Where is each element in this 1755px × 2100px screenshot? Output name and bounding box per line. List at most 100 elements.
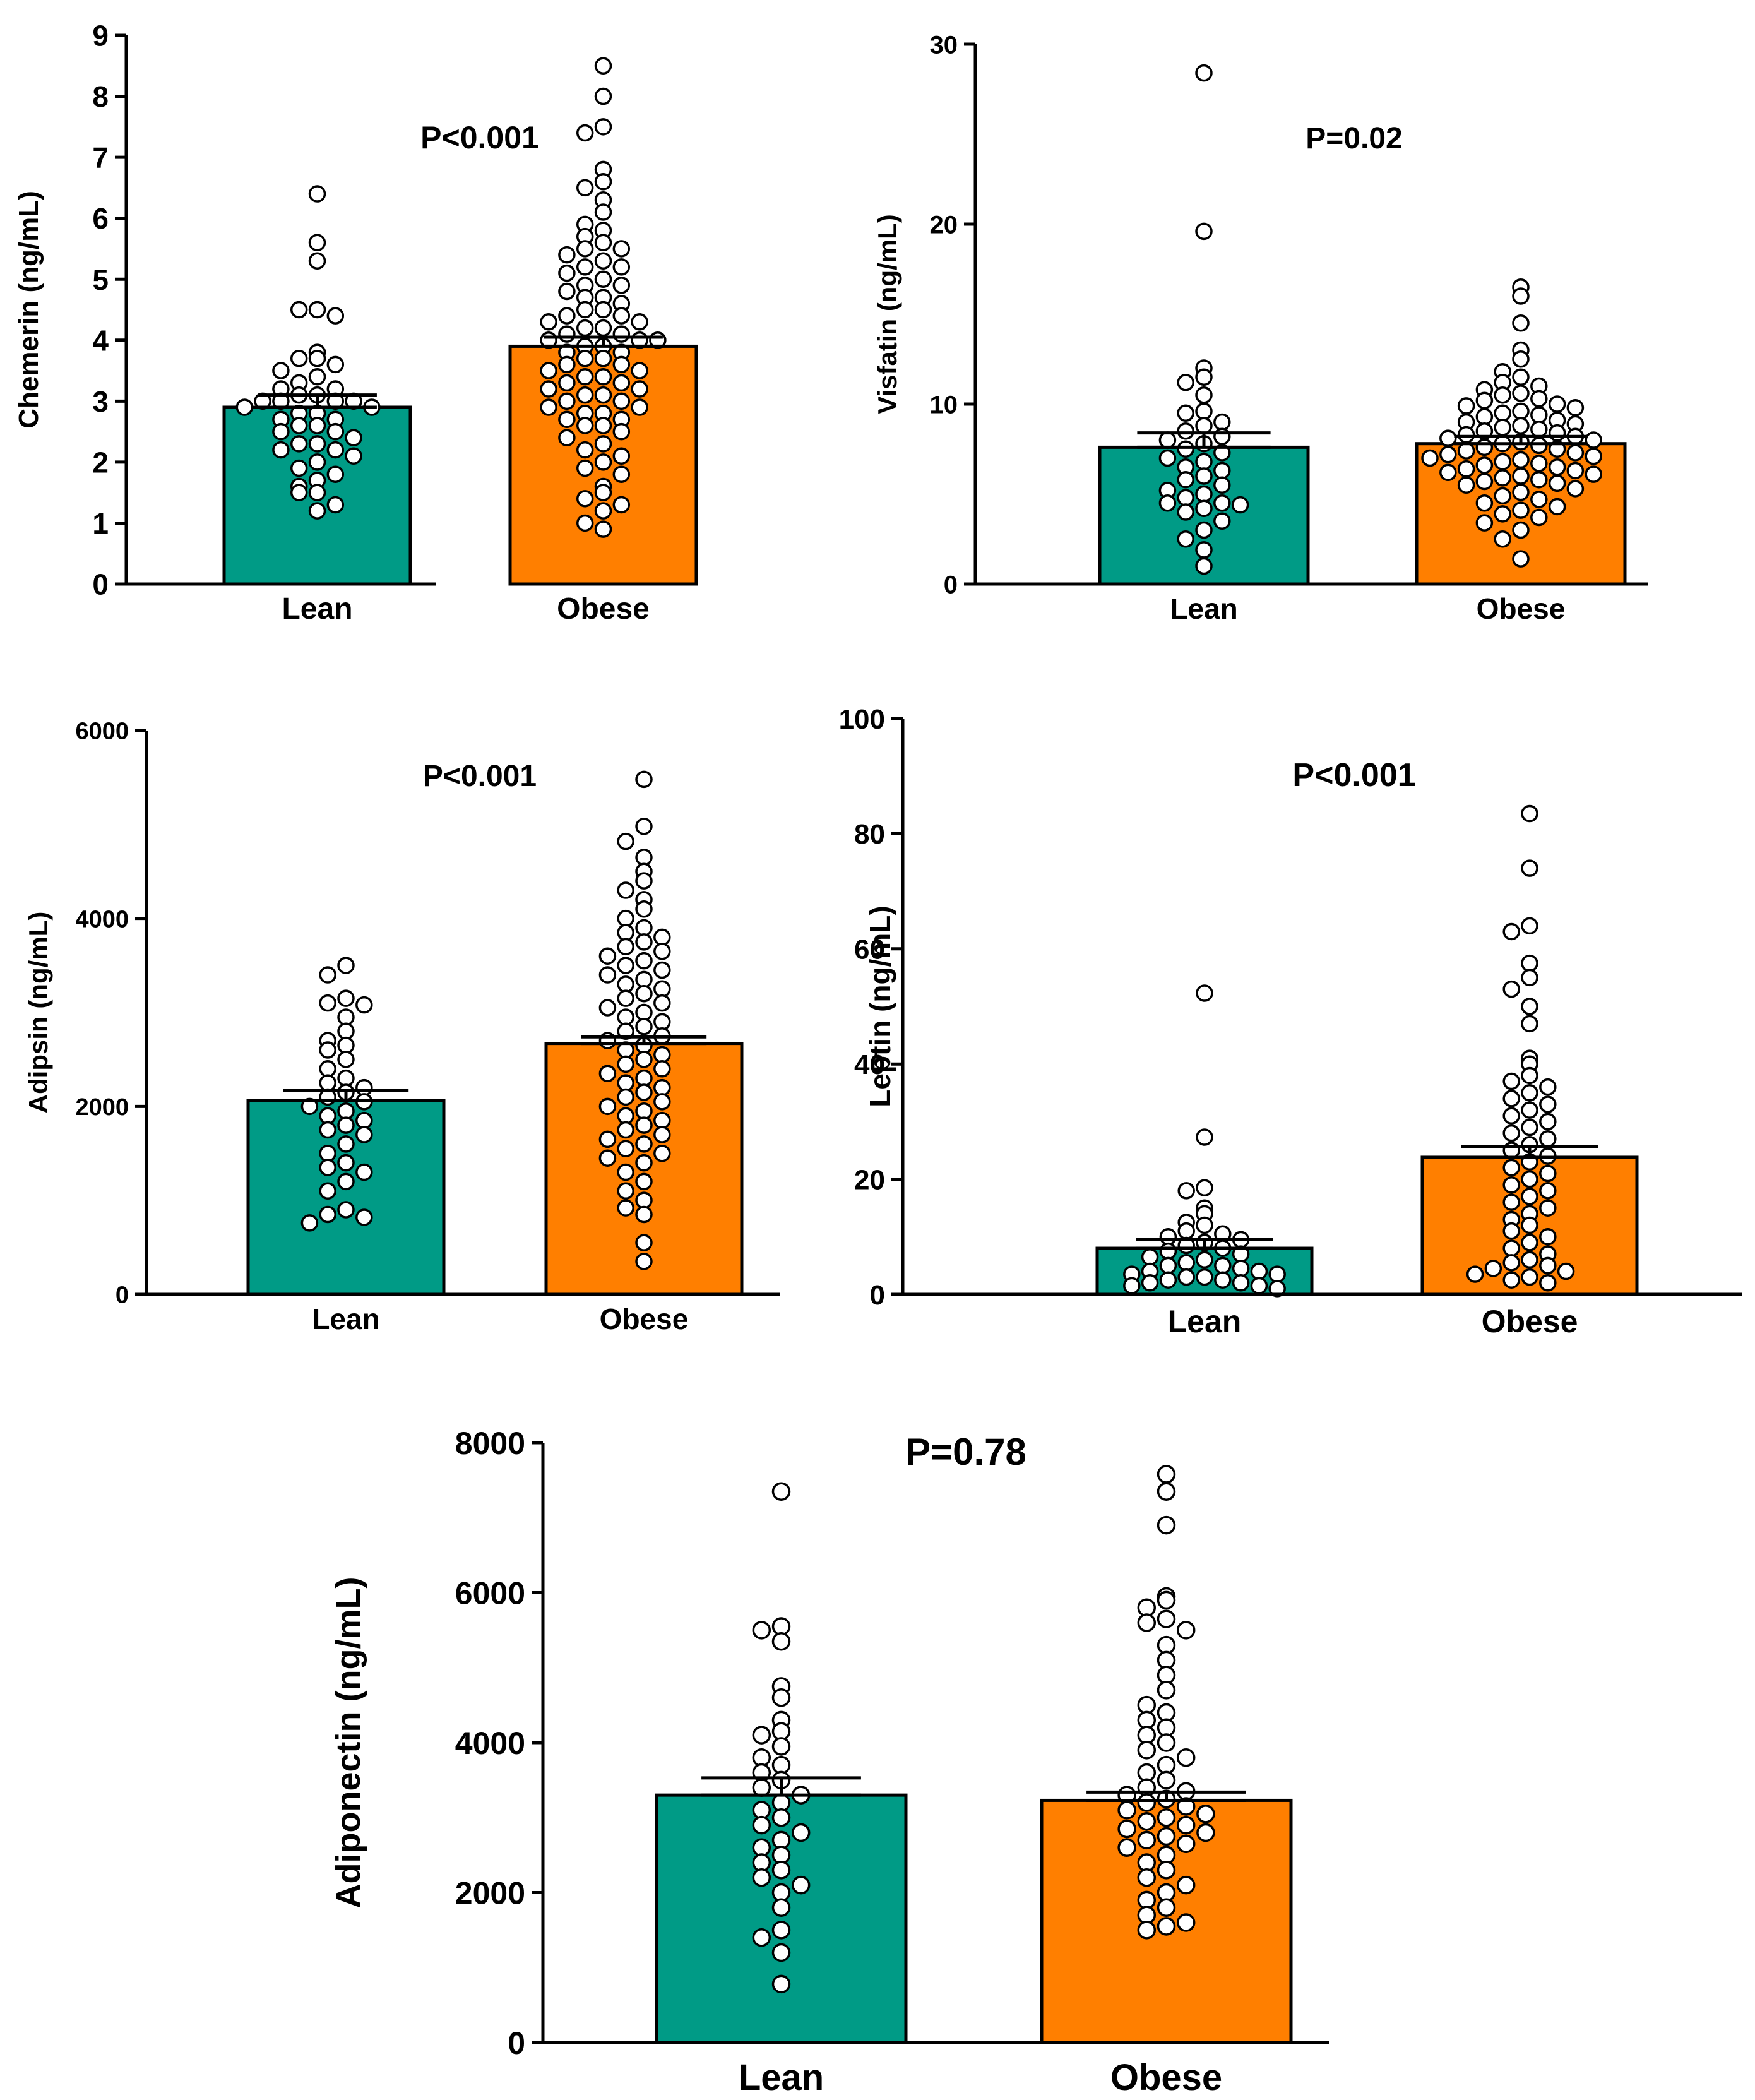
data-point-lean: [1195, 222, 1213, 241]
data-point-obese: [540, 380, 557, 398]
data-point-obese: [1494, 505, 1511, 523]
data-point-obese: [635, 770, 653, 789]
data-point-obese: [576, 417, 594, 434]
data-point-obese: [1176, 1815, 1196, 1835]
data-point-lean: [1195, 368, 1213, 386]
data-point-obese: [598, 1065, 617, 1082]
data-point-obese: [1539, 1113, 1557, 1131]
data-point-obese: [635, 952, 653, 970]
data-point-lean: [1177, 1182, 1195, 1200]
data-point-lean: [308, 502, 326, 520]
data-point-obese: [1512, 314, 1530, 332]
data-point-lean: [1195, 417, 1213, 434]
data-point-obese: [1137, 1793, 1157, 1812]
data-point-obese: [1196, 1823, 1215, 1842]
data-point-obese: [1521, 1118, 1538, 1137]
data-point-obese: [594, 87, 612, 105]
data-point-obese: [1502, 1254, 1520, 1272]
data-point-obese: [1521, 1188, 1538, 1205]
data-point-lean: [1195, 453, 1213, 470]
data-point-lean: [272, 422, 290, 441]
data-point-lean: [337, 957, 355, 974]
data-point-obese: [1502, 1159, 1520, 1177]
data-point-obese: [1157, 1861, 1176, 1880]
data-point-obese: [558, 392, 576, 410]
data-point-lean: [1177, 422, 1194, 440]
data-point-obese: [617, 1140, 634, 1158]
data-point-lean: [290, 349, 308, 367]
data-point-obese: [1494, 530, 1511, 548]
data-point-lean: [1177, 374, 1194, 391]
data-point-lean: [1158, 449, 1177, 467]
data-point-obese: [1157, 1609, 1176, 1628]
p-value-annotation: P<0.001: [1292, 757, 1415, 794]
data-point-obese: [1530, 508, 1548, 527]
data-point-lean: [1213, 494, 1231, 512]
data-point-obese: [1494, 386, 1511, 404]
data-point-obese: [1502, 980, 1520, 998]
y-tick-label: 40: [854, 1049, 885, 1080]
data-point-lean: [337, 1022, 355, 1041]
data-point-lean: [1231, 496, 1249, 514]
data-point-obese: [1457, 426, 1475, 444]
data-point-obese: [598, 1097, 617, 1116]
data-point-obese: [653, 1013, 671, 1031]
data-point-obese: [594, 502, 612, 520]
data-point-obese: [1512, 550, 1530, 568]
data-point-lean: [308, 367, 326, 386]
data-point-obese: [653, 1078, 671, 1097]
data-point-lean: [326, 355, 345, 374]
data-point-lean: [345, 429, 362, 447]
data-point-lean: [308, 301, 326, 319]
data-point-lean: [1196, 1268, 1213, 1286]
data-point-lean: [272, 362, 290, 379]
data-point-lean: [791, 1875, 811, 1895]
data-point-lean: [1232, 1274, 1250, 1292]
data-point-obese: [635, 1191, 653, 1209]
data-point-obese: [1548, 474, 1566, 492]
data-point-lean: [1195, 386, 1213, 404]
data-point-obese: [1530, 491, 1548, 508]
data-point-obese: [617, 1121, 634, 1139]
data-point-obese: [1539, 1228, 1557, 1246]
data-point-obese: [1512, 287, 1530, 305]
data-point-obese: [598, 1149, 617, 1167]
data-point-obese: [1157, 1590, 1176, 1610]
y-tick-label: 0: [508, 2025, 525, 2061]
data-point-obese: [617, 1074, 634, 1092]
data-point-lean: [308, 185, 326, 203]
data-point-obese: [1502, 1239, 1520, 1257]
data-point-obese: [653, 994, 671, 1012]
data-point-obese: [612, 325, 631, 343]
data-point-lean: [771, 1737, 791, 1756]
data-point-obese: [635, 933, 653, 951]
data-point-obese: [1530, 455, 1548, 472]
data-point-obese: [558, 355, 576, 374]
data-point-obese: [1117, 1838, 1136, 1857]
data-point-obese: [1521, 954, 1538, 972]
data-point-obese: [1157, 1733, 1176, 1752]
data-point-lean: [1268, 1280, 1286, 1298]
data-point-obese: [1521, 1015, 1538, 1033]
data-point-obese: [594, 435, 612, 453]
x-tick-label-lean: Lean: [312, 1303, 379, 1335]
data-point-lean: [337, 1135, 355, 1153]
data-point-obese: [653, 1046, 671, 1064]
data-point-lean: [355, 1078, 373, 1097]
data-point-lean: [1141, 1248, 1159, 1266]
data-point-obese: [1530, 406, 1548, 424]
data-point-lean: [319, 1121, 336, 1139]
data-point-obese: [1457, 397, 1475, 415]
data-point-obese: [576, 124, 594, 142]
data-point-obese: [1539, 1256, 1557, 1275]
data-point-obese: [635, 1116, 653, 1134]
data-point-obese: [1137, 1868, 1157, 1887]
data-point-lean: [1195, 467, 1213, 485]
data-point-obese: [1521, 917, 1538, 935]
data-point-obese: [653, 1093, 671, 1111]
data-point-obese: [1585, 465, 1602, 483]
data-point-obese: [1502, 1107, 1520, 1125]
data-point-obese: [1521, 1066, 1538, 1085]
data-point-obese: [558, 246, 576, 264]
